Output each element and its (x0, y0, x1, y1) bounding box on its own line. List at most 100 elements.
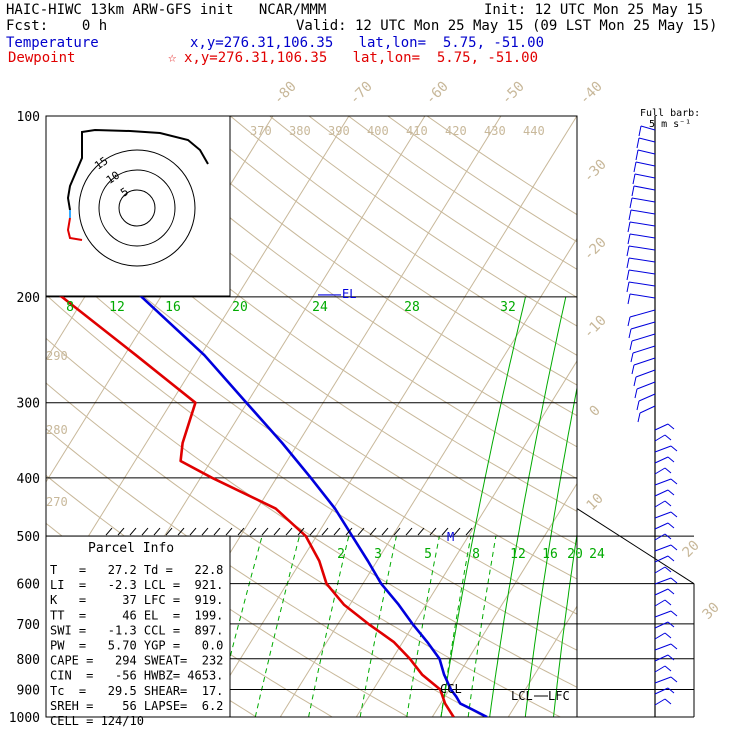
wind-barb (654, 489, 669, 497)
wind-barb (631, 197, 656, 203)
hatch-mark (297, 527, 305, 536)
isotherm-line (584, 116, 740, 717)
hatch-mark (453, 527, 461, 536)
parcel-info-row: CELL = 124/10 (50, 714, 144, 728)
wind-barb-flag (670, 478, 678, 485)
wind-barb-flag (635, 149, 639, 161)
wind-barb-flag (627, 293, 631, 305)
parcel-info-row: CAPE = 294 SWEAT= 232 (50, 654, 223, 668)
lcl-annotation: LCL (511, 689, 533, 703)
mixing-ratio-label: 2 (337, 547, 345, 562)
dry-adiabat-line (426, 116, 577, 216)
mixing-ratio-dashed-line (440, 536, 472, 717)
pressure-tick-label: 100 (17, 110, 40, 125)
mixing-ratio-dashed-line (214, 535, 263, 717)
isotherm-tick-label: -40 (577, 79, 606, 108)
isotherm-line (355, 360, 577, 717)
wind-barb (654, 423, 669, 431)
wind-barb (636, 381, 656, 390)
wind-barb-flag (634, 388, 638, 399)
wind-barb (654, 643, 672, 651)
hatch-mark (177, 527, 185, 536)
isotherm-line (203, 116, 577, 717)
wind-barb (629, 293, 656, 299)
isotherm-tick-label: 30 (700, 600, 723, 623)
wind-barb (635, 161, 656, 167)
dry-adiabat-line (111, 116, 577, 448)
hatch-mark (465, 527, 473, 536)
adiabat-label: 430 (484, 124, 506, 138)
wind-barb-flag (626, 281, 630, 293)
parcel-info-row: SREH = 56 LAPSE= 6.2 (50, 699, 223, 713)
hatch-mark (153, 527, 161, 536)
hatch-mark (381, 527, 389, 536)
isotherm-tick-label: -80 (271, 79, 300, 108)
mixing-ratio-line (524, 385, 577, 717)
wind-barb (654, 467, 666, 475)
wind-barb-flag (667, 588, 675, 595)
melting-level-annotation: M (447, 530, 454, 544)
mixing-ratio-dashed-line (359, 535, 397, 717)
wind-barb-flag (670, 610, 678, 617)
wind-barb-scale-label: Full barb: 5 m s⁻¹ (640, 108, 701, 130)
mixing-ratio-line (615, 297, 669, 717)
mixing-ratio-dashed-line (308, 535, 350, 717)
hatch-mark (225, 527, 233, 536)
el-annotation: EL (342, 287, 356, 301)
wind-barb-flag (626, 269, 630, 281)
wind-barb-flag (636, 137, 640, 149)
hodograph-ring-label: 15 (92, 154, 110, 172)
dry-adiabat-line (72, 116, 577, 480)
hatch-mark (417, 527, 425, 536)
wind-barb-flag (626, 257, 630, 269)
wind-barb (635, 369, 656, 378)
lfc-annotation: LFC (548, 689, 570, 703)
dry-adiabat-line (229, 116, 577, 356)
hatch-mark (321, 527, 329, 536)
adiabat-label: 280 (46, 423, 68, 437)
wind-barb-flag (664, 599, 672, 606)
wind-barb-flag (664, 533, 672, 540)
dry-adiabat-line (46, 168, 577, 546)
wind-barb (630, 321, 656, 330)
hodograph-ring (78, 149, 196, 267)
wind-barb-flag (664, 665, 672, 672)
hatch-mark (105, 527, 113, 536)
mixing-ratio-line (597, 297, 654, 717)
dry-adiabat-line (269, 116, 577, 327)
wind-barb-flag (670, 445, 678, 452)
isotherm-tick-label: 10 (584, 491, 607, 514)
mixing-ratio-label: 28 (404, 300, 420, 315)
isotherm-tick-label: -20 (581, 235, 610, 264)
wind-barb-flag (629, 340, 633, 351)
hatch-mark (357, 527, 365, 536)
wind-barb-flag (667, 621, 675, 628)
hatch-mark (213, 527, 221, 536)
hatch-mark (201, 527, 209, 536)
adiabat-label: 410 (406, 124, 428, 138)
wind-barb-flag (636, 400, 640, 411)
wind-barb (654, 621, 669, 629)
hodograph-trace-lower (66, 217, 83, 241)
wind-barb-flag (664, 698, 672, 705)
wind-barb-flag (667, 456, 675, 463)
pressure-tick-label: 200 (17, 291, 40, 306)
hodograph-frame (45, 115, 231, 297)
mixing-ratio-label: 32 (500, 300, 516, 315)
wind-barb-flag (627, 316, 631, 327)
wind-barb (654, 588, 669, 596)
wind-barb-flag (664, 566, 672, 573)
mixing-ratio-label: 20 (567, 547, 583, 562)
pressure-tick-label: 300 (17, 397, 40, 412)
adiabat-label: 290 (46, 349, 68, 363)
wind-barb (634, 173, 656, 179)
wind-barb (640, 125, 656, 131)
wind-barb (630, 209, 656, 215)
wind-barb-flag (631, 364, 635, 375)
hatch-mark (273, 527, 281, 536)
wind-barb (632, 345, 656, 354)
mixing-ratio-label: 12 (510, 547, 526, 562)
wind-barb (654, 599, 666, 607)
